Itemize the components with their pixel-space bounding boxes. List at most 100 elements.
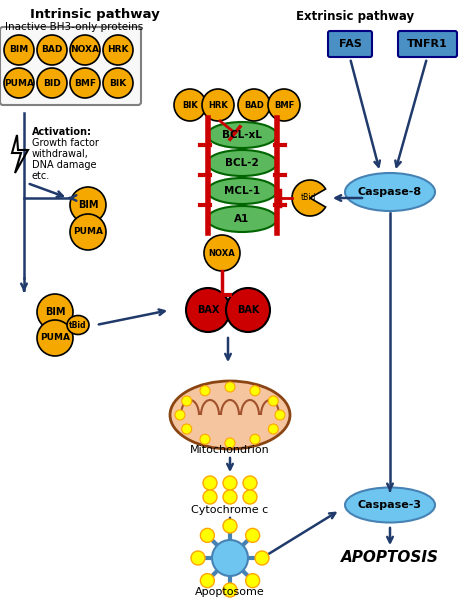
Text: Apoptosome: Apoptosome bbox=[195, 587, 265, 597]
Text: BCL-xL: BCL-xL bbox=[222, 130, 262, 140]
Circle shape bbox=[37, 68, 67, 98]
Circle shape bbox=[103, 68, 133, 98]
Text: BAK: BAK bbox=[237, 305, 259, 315]
Ellipse shape bbox=[207, 178, 277, 204]
Circle shape bbox=[191, 551, 205, 565]
Ellipse shape bbox=[207, 122, 277, 148]
Text: BAD: BAD bbox=[41, 46, 63, 55]
Text: HRK: HRK bbox=[107, 46, 129, 55]
Circle shape bbox=[182, 396, 191, 406]
Text: BCL-2: BCL-2 bbox=[225, 158, 259, 168]
Text: Caspase-8: Caspase-8 bbox=[358, 187, 422, 197]
Text: BIM: BIM bbox=[45, 307, 65, 317]
Ellipse shape bbox=[170, 381, 290, 449]
Circle shape bbox=[37, 35, 67, 65]
Ellipse shape bbox=[345, 488, 435, 523]
Text: A1: A1 bbox=[234, 214, 250, 224]
Text: PUMA: PUMA bbox=[40, 334, 70, 343]
Text: BIM: BIM bbox=[9, 46, 28, 55]
Text: Extrinsic pathway: Extrinsic pathway bbox=[296, 10, 414, 23]
Circle shape bbox=[225, 438, 235, 448]
Circle shape bbox=[250, 434, 260, 444]
Text: BIK: BIK bbox=[109, 78, 127, 87]
Ellipse shape bbox=[207, 206, 277, 232]
Circle shape bbox=[174, 89, 206, 121]
Text: withdrawal,: withdrawal, bbox=[32, 149, 89, 159]
Circle shape bbox=[268, 89, 300, 121]
Circle shape bbox=[37, 320, 73, 356]
Circle shape bbox=[255, 551, 269, 565]
Ellipse shape bbox=[345, 173, 435, 211]
Circle shape bbox=[201, 574, 214, 588]
Circle shape bbox=[70, 187, 106, 223]
Text: TNFR1: TNFR1 bbox=[407, 39, 447, 49]
Text: NOXA: NOXA bbox=[209, 249, 236, 258]
Circle shape bbox=[212, 540, 248, 576]
Polygon shape bbox=[12, 135, 28, 173]
Circle shape bbox=[201, 529, 214, 542]
Circle shape bbox=[186, 288, 230, 332]
Circle shape bbox=[226, 288, 270, 332]
Circle shape bbox=[225, 382, 235, 392]
Circle shape bbox=[4, 35, 34, 65]
Circle shape bbox=[202, 89, 234, 121]
Text: BMF: BMF bbox=[74, 78, 96, 87]
Text: MCL-1: MCL-1 bbox=[224, 186, 260, 196]
Circle shape bbox=[268, 424, 278, 434]
Circle shape bbox=[223, 490, 237, 504]
FancyBboxPatch shape bbox=[0, 27, 141, 105]
Circle shape bbox=[223, 519, 237, 533]
FancyBboxPatch shape bbox=[398, 31, 457, 57]
Text: BIK: BIK bbox=[182, 101, 198, 110]
Circle shape bbox=[203, 490, 217, 504]
Text: Intrinsic pathway: Intrinsic pathway bbox=[30, 8, 160, 21]
Text: Caspase-3: Caspase-3 bbox=[358, 500, 422, 510]
Circle shape bbox=[103, 35, 133, 65]
Circle shape bbox=[37, 294, 73, 330]
Circle shape bbox=[204, 235, 240, 271]
Text: PUMA: PUMA bbox=[4, 78, 34, 87]
Ellipse shape bbox=[207, 150, 277, 176]
Text: BAD: BAD bbox=[244, 101, 264, 110]
Circle shape bbox=[268, 396, 278, 406]
Text: PUMA: PUMA bbox=[73, 228, 103, 237]
Text: BID: BID bbox=[43, 78, 61, 87]
Circle shape bbox=[243, 490, 257, 504]
Circle shape bbox=[200, 434, 210, 444]
Circle shape bbox=[250, 386, 260, 396]
Text: Activation:: Activation: bbox=[32, 127, 92, 137]
Text: BAX: BAX bbox=[197, 305, 219, 315]
Text: Cytochrome c: Cytochrome c bbox=[191, 505, 269, 515]
Circle shape bbox=[223, 583, 237, 597]
Text: BMF: BMF bbox=[274, 101, 294, 110]
Text: HRK: HRK bbox=[208, 101, 228, 110]
Text: DNA damage: DNA damage bbox=[32, 160, 97, 170]
Circle shape bbox=[70, 35, 100, 65]
Circle shape bbox=[223, 476, 237, 490]
Circle shape bbox=[238, 89, 270, 121]
Text: Mitochondrion: Mitochondrion bbox=[190, 445, 270, 455]
Text: tBid: tBid bbox=[69, 320, 87, 329]
Circle shape bbox=[243, 476, 257, 490]
Text: FAS: FAS bbox=[338, 39, 362, 49]
Text: Inactive BH3-only proteins: Inactive BH3-only proteins bbox=[5, 22, 143, 32]
Wedge shape bbox=[292, 180, 326, 216]
Circle shape bbox=[182, 424, 191, 434]
Circle shape bbox=[246, 574, 260, 588]
Circle shape bbox=[200, 386, 210, 396]
Circle shape bbox=[4, 68, 34, 98]
Text: APOPTOSIS: APOPTOSIS bbox=[341, 550, 439, 565]
Circle shape bbox=[203, 476, 217, 490]
Circle shape bbox=[246, 529, 260, 542]
FancyBboxPatch shape bbox=[328, 31, 372, 57]
Text: Growth factor: Growth factor bbox=[32, 138, 99, 148]
Text: NOXA: NOXA bbox=[71, 46, 100, 55]
Ellipse shape bbox=[67, 315, 89, 335]
Circle shape bbox=[175, 410, 185, 420]
Circle shape bbox=[275, 410, 285, 420]
Text: BIM: BIM bbox=[78, 200, 98, 210]
Text: tBid: tBid bbox=[301, 193, 316, 202]
Circle shape bbox=[70, 214, 106, 250]
Text: etc.: etc. bbox=[32, 171, 50, 181]
Circle shape bbox=[70, 68, 100, 98]
